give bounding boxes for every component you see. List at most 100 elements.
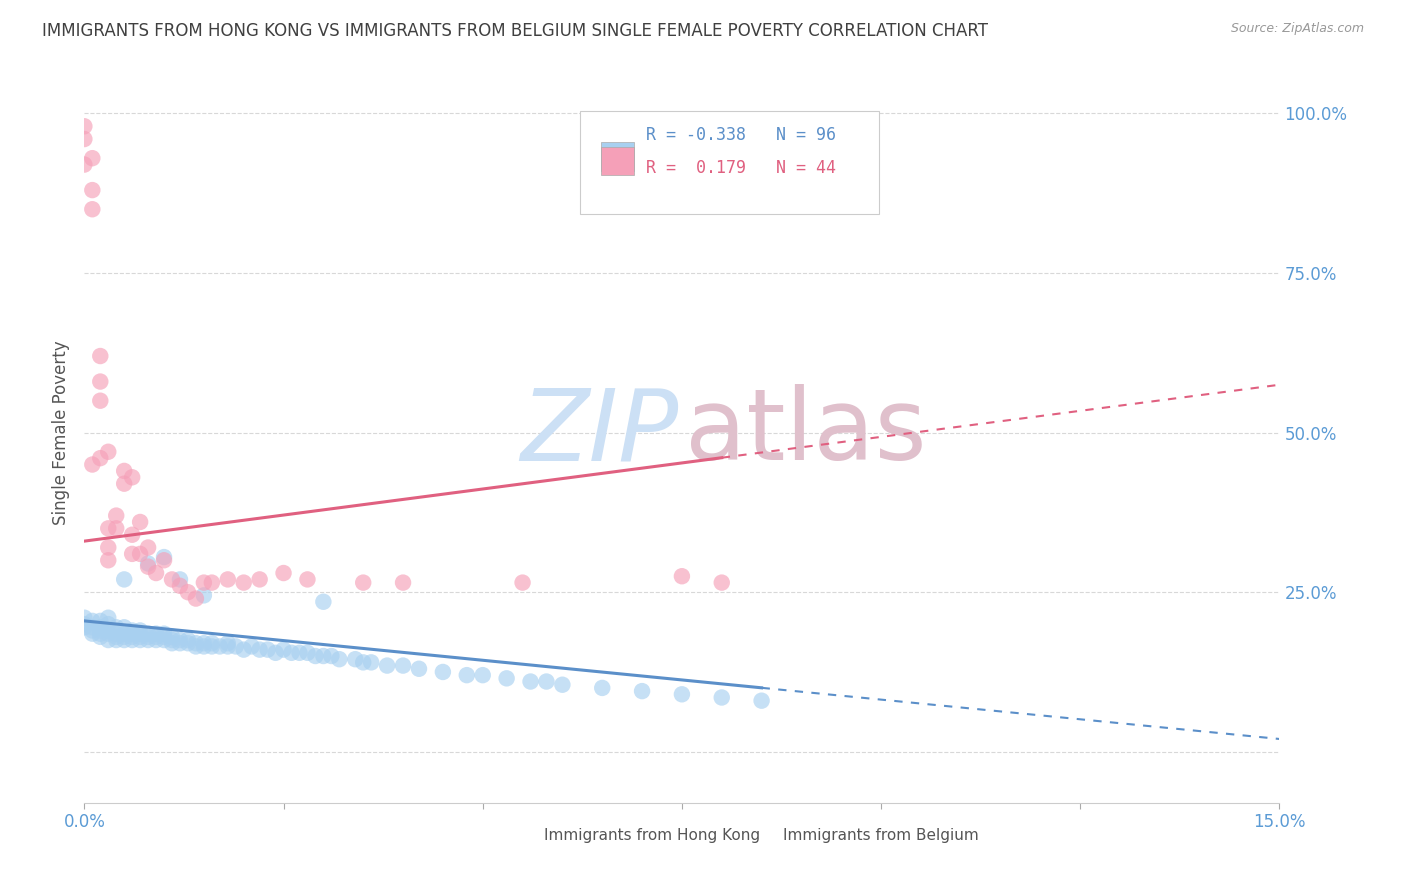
Point: [112, 620, 135, 634]
Point: [105, 626, 128, 640]
Point: [184, 640, 207, 654]
Point: [169, 579, 191, 593]
Point: [89, 624, 111, 638]
Point: [160, 630, 183, 644]
Point: [105, 508, 128, 523]
Point: [217, 573, 239, 587]
Point: [89, 626, 111, 640]
Point: [73, 157, 96, 171]
Point: [105, 620, 128, 634]
Text: Immigrants from Belgium: Immigrants from Belgium: [783, 828, 979, 843]
Bar: [600, 143, 634, 170]
Text: Source: ZipAtlas.com: Source: ZipAtlas.com: [1230, 22, 1364, 36]
Point: [249, 642, 271, 657]
Point: [710, 575, 733, 590]
Point: [82, 614, 104, 628]
Point: [97, 633, 120, 648]
Point: [217, 640, 239, 654]
Point: [136, 541, 159, 555]
Text: R =  0.179   N = 44: R = 0.179 N = 44: [647, 159, 837, 177]
Point: [328, 652, 350, 666]
Point: [671, 569, 693, 583]
Point: [297, 573, 319, 587]
Point: [121, 547, 143, 561]
Point: [73, 132, 96, 146]
Point: [145, 566, 167, 580]
Point: [304, 648, 326, 663]
Point: [112, 626, 135, 640]
Point: [89, 393, 111, 408]
Point: [145, 630, 167, 644]
Text: R = -0.338   N = 96: R = -0.338 N = 96: [647, 126, 837, 144]
Text: ZIP: ZIP: [520, 384, 678, 481]
Point: [280, 646, 302, 660]
Point: [97, 624, 120, 638]
Point: [225, 640, 247, 654]
Point: [177, 636, 200, 650]
Point: [145, 626, 167, 640]
Point: [536, 674, 558, 689]
Point: [273, 566, 295, 580]
Point: [97, 541, 120, 555]
Point: [89, 375, 111, 389]
Point: [232, 575, 254, 590]
Point: [112, 573, 135, 587]
Point: [105, 633, 128, 648]
Point: [288, 646, 311, 660]
Text: IMMIGRANTS FROM HONG KONG VS IMMIGRANTS FROM BELGIUM SINGLE FEMALE POVERTY CORRE: IMMIGRANTS FROM HONG KONG VS IMMIGRANTS …: [42, 22, 988, 40]
Point: [136, 630, 159, 644]
Text: atlas: atlas: [686, 384, 927, 481]
Point: [136, 559, 159, 574]
Point: [97, 626, 120, 640]
Point: [82, 202, 104, 217]
Point: [264, 646, 287, 660]
FancyBboxPatch shape: [581, 111, 879, 214]
Point: [97, 611, 120, 625]
Text: Immigrants from Hong Kong: Immigrants from Hong Kong: [544, 828, 761, 843]
Point: [121, 527, 143, 541]
Point: [169, 636, 191, 650]
Point: [392, 658, 415, 673]
Point: [73, 620, 96, 634]
Point: [97, 444, 120, 458]
Point: [73, 617, 96, 632]
Point: [360, 656, 382, 670]
Point: [129, 547, 152, 561]
Point: [352, 656, 374, 670]
Point: [177, 633, 200, 648]
Point: [312, 595, 335, 609]
Point: [153, 553, 176, 567]
Point: [121, 624, 143, 638]
Point: [73, 120, 96, 134]
Point: [82, 624, 104, 638]
Point: [201, 636, 224, 650]
Point: [136, 633, 159, 648]
Point: [631, 684, 654, 698]
Point: [256, 642, 278, 657]
Point: [193, 640, 215, 654]
Point: [73, 611, 96, 625]
Bar: [748, 823, 778, 847]
Point: [129, 624, 152, 638]
Point: [153, 630, 176, 644]
Point: [432, 665, 454, 679]
Point: [408, 662, 430, 676]
Point: [512, 575, 534, 590]
Point: [89, 620, 111, 634]
Point: [82, 151, 104, 165]
Point: [392, 575, 415, 590]
Point: [112, 464, 135, 478]
Point: [97, 521, 120, 535]
Point: [184, 636, 207, 650]
Point: [297, 646, 319, 660]
Point: [208, 640, 231, 654]
Point: [121, 626, 143, 640]
Point: [169, 633, 191, 648]
Point: [136, 626, 159, 640]
Point: [201, 640, 224, 654]
Point: [105, 630, 128, 644]
Y-axis label: Single Female Poverty: Single Female Poverty: [52, 341, 70, 524]
Point: [82, 458, 104, 472]
Point: [129, 633, 152, 648]
Point: [177, 585, 200, 599]
